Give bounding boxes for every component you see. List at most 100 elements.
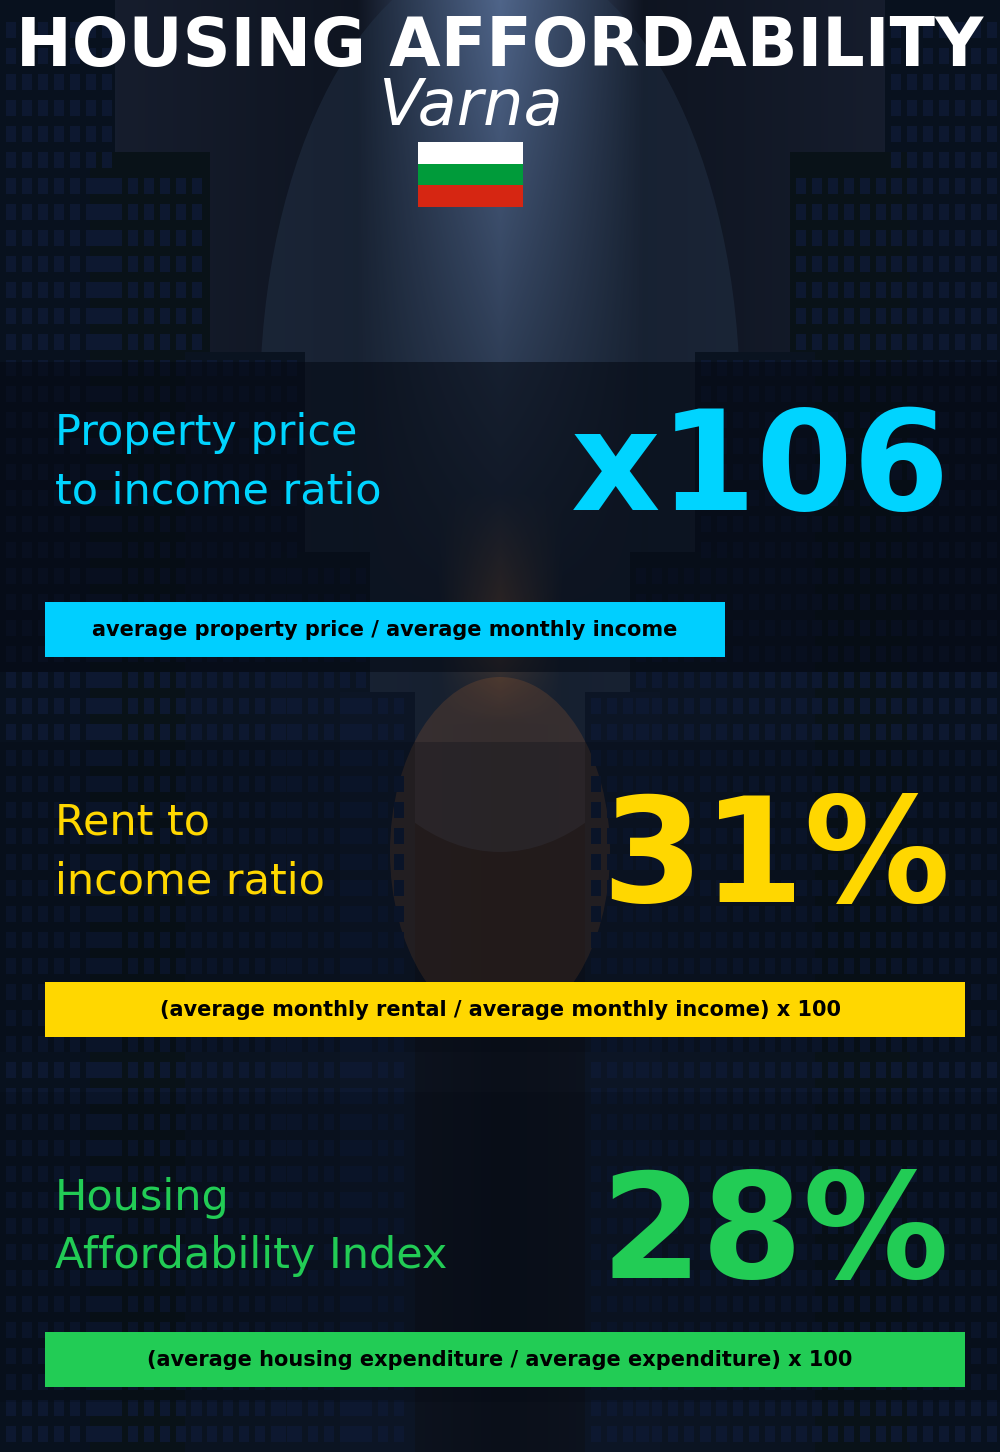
Bar <box>207 880 217 896</box>
Bar <box>765 1426 775 1442</box>
Bar <box>394 1400 404 1416</box>
Bar <box>276 1270 286 1286</box>
Bar <box>70 958 80 974</box>
Bar <box>340 1270 350 1286</box>
Bar <box>828 203 838 221</box>
Bar <box>96 203 106 221</box>
Bar <box>144 334 154 350</box>
Bar <box>207 1166 217 1182</box>
Bar <box>6 620 16 636</box>
Bar <box>287 1374 297 1390</box>
Bar <box>70 439 80 454</box>
Bar <box>96 229 106 245</box>
Bar <box>812 775 822 791</box>
Bar <box>891 1192 901 1208</box>
Bar <box>191 620 201 636</box>
Bar <box>876 775 886 791</box>
Text: average property price / average monthly income: average property price / average monthly… <box>92 620 678 639</box>
Bar <box>96 1270 106 1286</box>
Bar <box>891 360 901 376</box>
Bar <box>717 1321 727 1337</box>
Bar <box>292 828 302 844</box>
Bar <box>891 906 901 922</box>
Bar <box>70 751 80 767</box>
Bar <box>844 1166 854 1182</box>
Bar <box>308 646 318 662</box>
Bar <box>591 958 601 974</box>
Bar <box>639 1166 649 1182</box>
Bar <box>112 282 122 298</box>
Bar <box>591 725 601 741</box>
Bar <box>891 282 901 298</box>
Bar <box>287 1011 297 1027</box>
Bar <box>271 906 281 922</box>
Bar <box>876 1347 886 1363</box>
Bar <box>955 672 965 688</box>
Bar <box>223 489 233 505</box>
Bar <box>607 1297 617 1313</box>
Bar <box>891 751 901 767</box>
Bar <box>38 984 48 1000</box>
Bar <box>394 775 404 791</box>
Bar <box>717 1035 727 1053</box>
Bar <box>891 334 901 350</box>
Bar <box>797 698 807 714</box>
Bar <box>668 698 678 714</box>
Bar <box>86 594 96 610</box>
Bar <box>324 568 334 584</box>
Bar <box>892 854 902 870</box>
Bar <box>362 1140 372 1156</box>
Bar <box>923 802 933 817</box>
Bar <box>160 1374 170 1390</box>
Bar <box>192 1035 202 1053</box>
Bar <box>891 308 901 324</box>
Bar <box>176 229 186 245</box>
Bar <box>340 1140 350 1156</box>
Bar <box>812 958 822 974</box>
Bar <box>591 1270 601 1286</box>
Text: (average monthly rental / average monthly income) x 100: (average monthly rental / average monthl… <box>160 999 840 1019</box>
Bar <box>812 828 822 844</box>
Bar <box>765 1297 775 1313</box>
Bar <box>844 725 854 741</box>
Bar <box>781 932 791 948</box>
Bar <box>128 932 138 948</box>
Bar <box>102 1297 112 1313</box>
Bar <box>192 465 202 481</box>
Bar <box>796 334 806 350</box>
Bar <box>207 1244 217 1260</box>
Bar <box>102 775 112 791</box>
Bar <box>54 465 64 481</box>
Bar <box>623 775 633 791</box>
Bar <box>192 489 202 505</box>
Bar <box>378 1374 388 1390</box>
Bar <box>192 1192 202 1208</box>
Bar <box>160 1088 170 1104</box>
Bar <box>987 489 997 505</box>
Bar <box>112 568 122 584</box>
Bar <box>223 958 233 974</box>
Bar <box>701 751 711 767</box>
Bar <box>340 802 350 817</box>
Bar <box>96 775 106 791</box>
Bar <box>797 1192 807 1208</box>
Bar <box>292 620 302 636</box>
Bar <box>907 932 917 948</box>
Bar <box>356 1166 366 1182</box>
Bar <box>907 1061 917 1077</box>
Bar <box>271 698 281 714</box>
Bar <box>22 984 32 1000</box>
Bar <box>971 1297 981 1313</box>
Bar <box>239 698 249 714</box>
Bar <box>102 542 112 558</box>
Bar <box>96 179 106 195</box>
Bar <box>939 152 949 168</box>
Bar <box>394 1192 404 1208</box>
Bar <box>378 1192 388 1208</box>
Bar <box>86 48 96 64</box>
Bar <box>86 308 96 324</box>
Bar <box>192 1297 202 1313</box>
Bar <box>971 802 981 817</box>
Bar <box>176 334 186 350</box>
Bar <box>22 1192 32 1208</box>
